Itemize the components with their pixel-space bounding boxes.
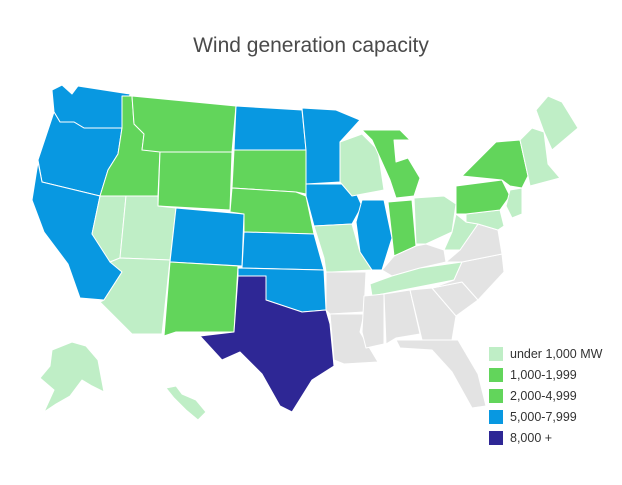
state-NM[interactable] — [163, 261, 239, 337]
legend-label: 1,000-1,999 — [510, 367, 577, 382]
legend-label: 2,000-4,999 — [510, 388, 577, 403]
legend-item: 5,000-7,999 — [489, 406, 602, 427]
state-CO[interactable] — [169, 207, 245, 267]
state-MT[interactable] — [131, 95, 237, 153]
legend-label: under 1,000 MW — [510, 346, 603, 361]
legend-item: 1,000-1,999 — [489, 364, 602, 385]
state-IL[interactable] — [355, 199, 393, 271]
map-title: Wind generation capacity — [193, 34, 429, 57]
state-MO[interactable] — [313, 223, 373, 273]
state-NE-states[interactable] — [519, 127, 561, 187]
state-AL[interactable] — [383, 289, 421, 345]
legend-label: 5,000-7,999 — [510, 409, 577, 424]
legend-swatch — [489, 367, 503, 382]
legend-swatch — [489, 388, 503, 403]
state-WY[interactable] — [157, 151, 233, 211]
legend-item: under 1,000 MW — [489, 343, 602, 364]
state-AR[interactable] — [325, 271, 367, 315]
state-NJ[interactable] — [505, 187, 523, 219]
state-ME[interactable] — [535, 95, 579, 151]
legend-swatch — [489, 430, 503, 445]
state-MS[interactable] — [361, 293, 385, 349]
state-GA[interactable] — [409, 287, 457, 341]
state-WI[interactable] — [339, 133, 385, 197]
state-FL[interactable] — [395, 339, 487, 409]
state-AK[interactable] — [39, 341, 105, 413]
map-legend: under 1,000 MW 1,000-1,999 2,000-4,999 5,00… — [489, 343, 602, 448]
legend-item: 8,000 + — [489, 427, 602, 448]
state-MI[interactable] — [361, 129, 421, 199]
legend-label: 8,000 + — [510, 430, 553, 445]
state-PA[interactable] — [455, 179, 511, 215]
state-HI[interactable] — [165, 385, 207, 421]
legend-swatch — [489, 409, 503, 424]
state-AZ[interactable] — [99, 257, 171, 335]
state-TX[interactable] — [199, 275, 335, 413]
legend-item: 2,000-4,999 — [489, 385, 602, 406]
state-KS[interactable] — [241, 231, 325, 271]
legend-swatch — [489, 346, 503, 361]
state-ND[interactable] — [233, 105, 307, 151]
state-SD[interactable] — [231, 149, 307, 195]
